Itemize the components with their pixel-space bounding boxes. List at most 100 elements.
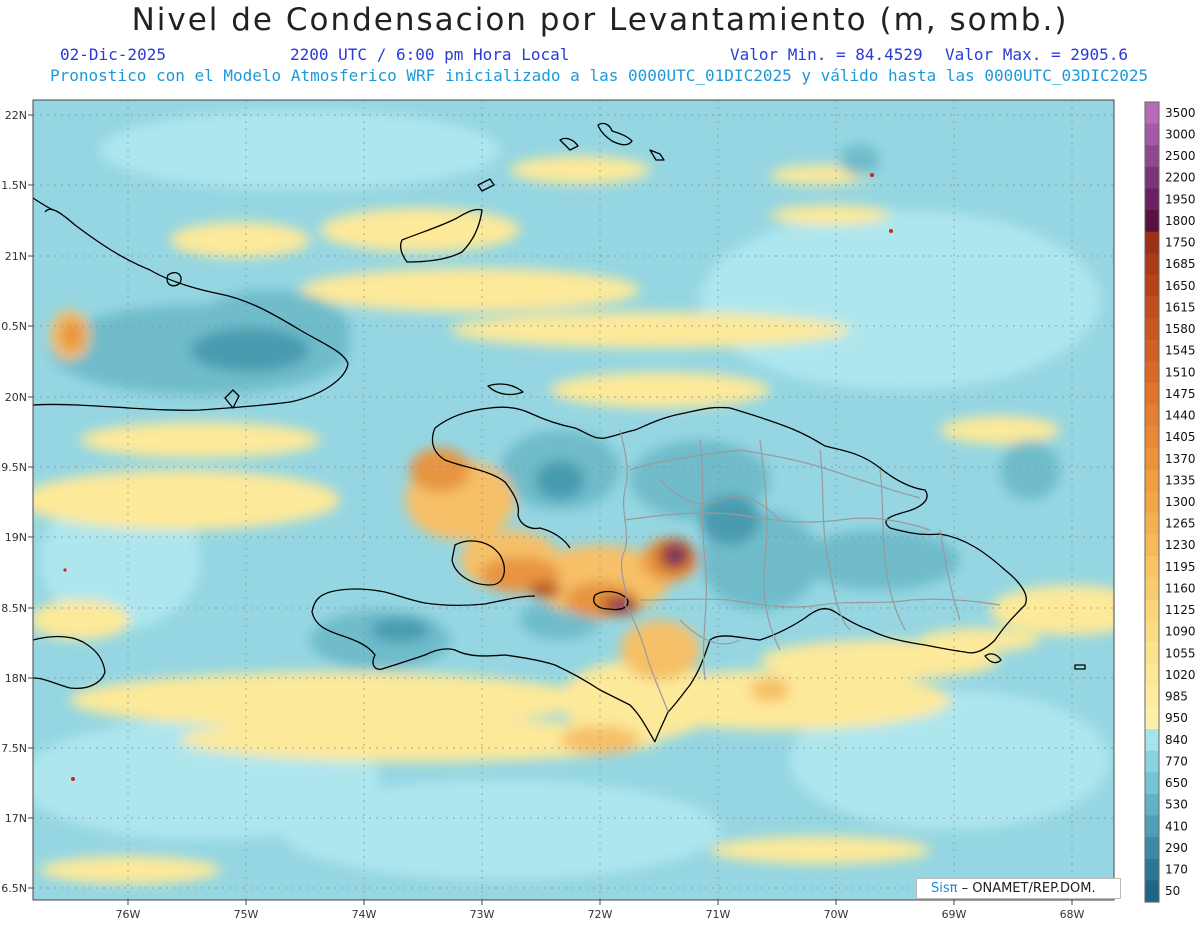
colorbar-swatch: [1145, 253, 1159, 276]
min-value: Valor Min. = 84.4529: [730, 45, 923, 64]
lon-label: 69W: [942, 908, 967, 921]
colorbar-label: 1475: [1165, 387, 1196, 401]
colorbar-label: 1160: [1165, 581, 1196, 595]
lon-label: 72W: [588, 908, 613, 921]
shaded-field: [33, 100, 1114, 900]
colorbar-label: 2200: [1165, 171, 1196, 185]
colorbar-swatch: [1145, 274, 1159, 298]
colorbar-swatch: [1145, 793, 1159, 817]
colorbar-label: 1510: [1165, 365, 1196, 379]
lat-label: 1.5N: [1, 179, 27, 192]
colorbar-swatch: [1145, 210, 1159, 233]
colorbar-swatch: [1145, 815, 1159, 838]
colorbar-frame: [1144, 101, 1160, 903]
colorbar-label: 1055: [1165, 646, 1196, 660]
colorbar-label: 170: [1165, 863, 1188, 877]
colorbar-label: 650: [1165, 776, 1188, 790]
forecast-info: Pronostico con el Modelo Atmosferico WRF…: [50, 66, 1149, 85]
colorbar-label: 1090: [1165, 625, 1196, 639]
colorbar-swatch: [1145, 664, 1159, 687]
lon-label: 71W: [706, 908, 731, 921]
colorbar-swatch: [1145, 620, 1159, 644]
lat-label: 9.5N: [1, 461, 27, 474]
colorbar-label: 1230: [1165, 538, 1196, 552]
tortuga: [487, 383, 524, 396]
latitude-labels: 22N 1.5N 21N 0.5N 20N 9.5N 19N 8.5N 18N …: [1, 109, 27, 895]
colorbar-label: 1615: [1165, 300, 1196, 314]
colorbar-swatch: [1145, 404, 1159, 427]
colorbar-label: 1580: [1165, 322, 1196, 336]
colorbar-swatch: [1145, 361, 1159, 384]
colorbar-label: 1950: [1165, 192, 1196, 206]
colorbar-label: 1300: [1165, 495, 1196, 509]
sispi-logo: Sisπ: [931, 881, 958, 896]
colorbar-label: 840: [1165, 733, 1188, 747]
colorbar-label: 1440: [1165, 409, 1196, 423]
lat-label: 17N: [5, 812, 27, 825]
lat-label: 20N: [5, 391, 27, 404]
colorbar-swatch: [1145, 750, 1159, 773]
colorbar-swatch: [1145, 188, 1159, 211]
colorbar: 3500 3000 2500 2200 1950 1800 1750 1685 1650 1615…: [1144, 101, 1196, 903]
colorbar-label: 1265: [1165, 517, 1196, 531]
colorbar-label: 3500: [1165, 106, 1196, 120]
great-inagua: [400, 208, 483, 263]
colorbar-label: 1405: [1165, 430, 1196, 444]
credit-box: Sisπ – ONAMET/REP.DOM.: [916, 878, 1121, 899]
haiti-southwest-peninsula: [311, 588, 656, 743]
lat-label: 6.5N: [1, 882, 27, 895]
colorbar-label: 50: [1165, 884, 1180, 898]
colorbar-swatch: [1145, 772, 1159, 795]
credit-org: – ONAMET/REP.DOM.: [957, 881, 1096, 896]
jamaica: [33, 635, 106, 690]
colorbar-swatch: [1145, 469, 1159, 492]
colorbar-swatch: [1145, 426, 1159, 449]
lat-label: 7.5N: [1, 742, 27, 755]
colorbar-swatch: [1145, 102, 1159, 125]
colorbar-swatch: [1145, 145, 1159, 168]
graticule: [33, 100, 1114, 900]
map-frame: [32, 99, 1115, 901]
province-borders: [619, 429, 1001, 713]
lat-label: 22N: [5, 109, 27, 122]
map-title: Nivel de Condensacion por Levantamiento …: [131, 2, 1069, 38]
colorbar-swatch: [1145, 339, 1159, 363]
colorbar-label: 3000: [1165, 127, 1196, 141]
colorbar-swatch: [1145, 858, 1159, 881]
colorbar-label: 1650: [1165, 279, 1196, 293]
colorbar-swatch: [1145, 707, 1159, 730]
colorbar-label: 1685: [1165, 257, 1196, 271]
lat-label: 8.5N: [1, 602, 27, 615]
colorbar-swatch: [1145, 318, 1159, 341]
markers: [63, 173, 893, 781]
colorbar-label: 530: [1165, 798, 1188, 812]
colorbar-swatch: [1145, 685, 1159, 708]
colorbar-swatch: [1145, 534, 1159, 557]
colorbar-swatch: [1145, 123, 1159, 146]
cuba-coast: [33, 208, 349, 411]
lon-label: 70W: [824, 908, 849, 921]
haiti-north: [431, 427, 571, 549]
lat-label: 0.5N: [1, 320, 27, 333]
lon-label: 75W: [234, 908, 259, 921]
longitude-labels: 76W 75W 74W 73W 72W 71W 70W 69W 68W: [116, 908, 1085, 921]
lat-label: 19N: [5, 531, 27, 544]
colorbar-label: 1125: [1165, 603, 1196, 617]
forecast-date: 02-Dic-2025: [60, 45, 166, 64]
colorbar-swatch: [1145, 166, 1159, 190]
colorbar-swatch: [1145, 556, 1159, 579]
colorbar-swatch: [1145, 512, 1159, 536]
colorbar-swatch: [1145, 231, 1159, 254]
colorbar-label: 290: [1165, 841, 1188, 855]
axis-ticks: [28, 114, 1073, 905]
colorbar-swatch: [1145, 729, 1159, 752]
colorbar-swatch: [1145, 837, 1159, 860]
colorbar-label: 1195: [1165, 560, 1196, 574]
colorbar-swatch: [1145, 447, 1159, 471]
colorbar-label: 2500: [1165, 149, 1196, 163]
colorbar-label: 1750: [1165, 236, 1196, 250]
lat-label: 18N: [5, 672, 27, 685]
colorbar-label: 410: [1165, 819, 1188, 833]
colorbar-label: 770: [1165, 754, 1188, 768]
